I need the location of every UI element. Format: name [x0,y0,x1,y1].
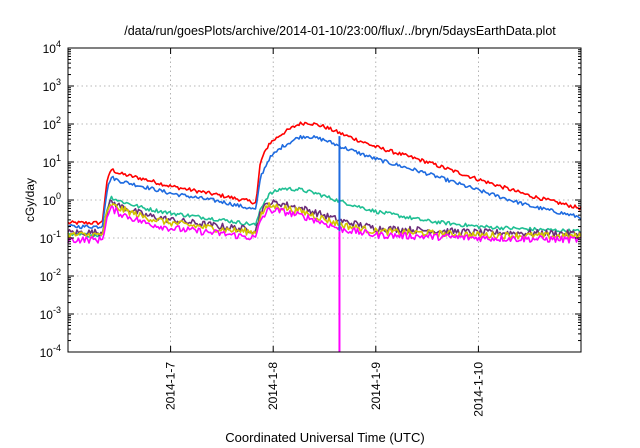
x-axis-label: Coordinated Universal Time (UTC) [225,430,424,445]
y-tick-label: 103 [43,77,61,94]
series-group [67,121,582,352]
axes: 10-4 10-3 10-2 10-1 100 101 102 103 104 2014-1-7 2… [40,39,581,417]
y-tick-label: 10-3 [40,305,61,322]
y-tick-label: 100 [43,191,61,208]
y-tick-label: 10-2 [40,267,61,284]
y-tick-label: 102 [43,115,61,132]
series-line [67,121,582,226]
y-tick-label: 10-1 [40,229,61,246]
series-line [67,205,582,244]
y-tick-label: 104 [43,39,61,56]
series-line [67,134,582,230]
chart-title: /data/run/goesPlots/archive/2014-01-10/2… [124,24,556,38]
x-tick-label: 2014-1-7 [164,362,178,410]
y-tick-label: 101 [43,153,61,170]
series-line [67,186,582,238]
y-axis-label: cGy/day [23,178,37,222]
x-tick-label: 2014-1-9 [369,362,383,410]
grid [68,48,581,352]
y-tick-label: 10-4 [40,343,61,360]
series-line [67,199,582,238]
x-tick-label: 2014-1-10 [471,362,485,417]
x-tick-label: 2014-1-8 [266,362,280,410]
